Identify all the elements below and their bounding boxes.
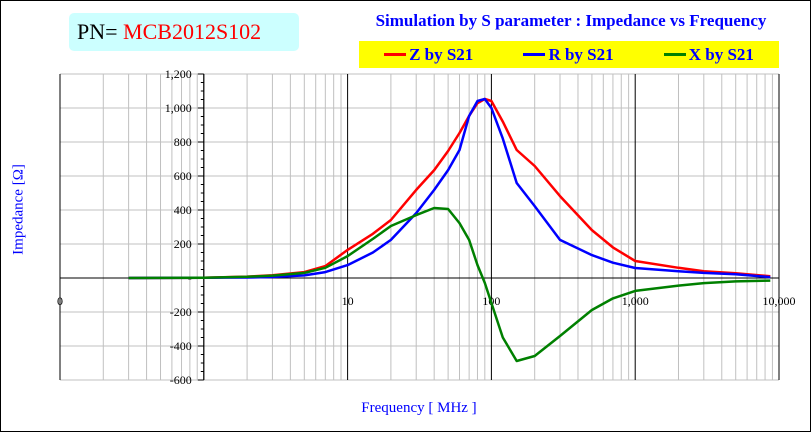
x-tick-label: 10,000 (763, 294, 796, 308)
part-number-label: PN= (77, 19, 118, 44)
legend: Z by S21 R by S21 X by S21 (359, 41, 779, 68)
y-tick-label: -600 (170, 373, 192, 387)
series-line-z (128, 97, 771, 280)
x-axis-label: Frequency [ MHz ] (361, 400, 477, 416)
legend-label-z: Z by S21 (409, 44, 474, 64)
y-tick-label: -400 (170, 339, 192, 353)
legend-item-z: Z by S21 (384, 45, 473, 65)
x-tick-label: 0 (57, 294, 63, 308)
y-axis-label: Impedance [Ω] (10, 164, 27, 255)
y-tick-label: 800 (174, 135, 192, 149)
legend-item-x: X by S21 (663, 44, 754, 65)
series-line-x (128, 206, 771, 363)
y-tick-label: 1,200 (165, 67, 192, 81)
part-number-value: MCB2012S102 (123, 19, 262, 44)
x-tick-label: 10 (342, 294, 354, 308)
series-line-r (128, 97, 771, 280)
part-number-box: PN= MCB2012S102 (69, 13, 299, 51)
y-tick-label: -200 (170, 305, 192, 319)
legend-swatch-x (663, 53, 686, 56)
legend-swatch-z (384, 53, 407, 56)
y-tick-label: 600 (174, 169, 192, 183)
legend-label-r: R by S21 (548, 44, 614, 64)
y-tick-label: 1,000 (165, 101, 192, 115)
chart-title: Simulation by S parameter : Impedance vs… (375, 11, 767, 30)
legend-swatch-r (523, 53, 546, 56)
legend-item-r: R by S21 (523, 44, 614, 65)
y-tick-label: 200 (174, 237, 192, 251)
legend-label-x: X by S21 (688, 44, 754, 64)
y-tick-label: 400 (174, 203, 192, 217)
x-tick-label: 1,000 (622, 294, 649, 308)
